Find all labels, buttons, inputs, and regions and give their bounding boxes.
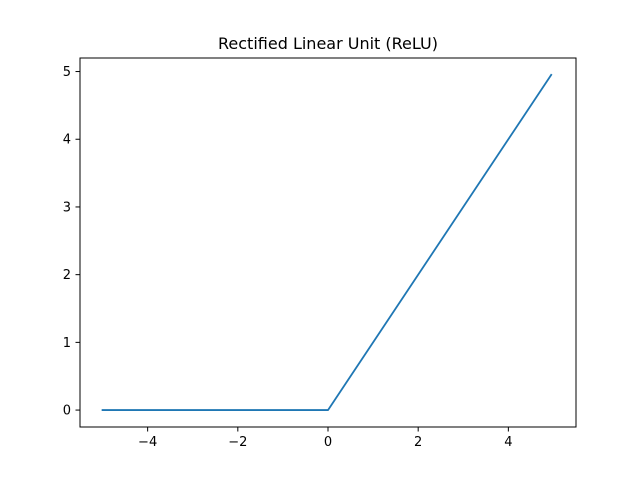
- x-tick-label: −4: [138, 435, 157, 450]
- x-tick-label: −2: [228, 435, 247, 450]
- y-tick-label: 5: [63, 65, 71, 80]
- x-axis: −4 −2 0 2 4: [138, 427, 513, 450]
- series-line-0: [101, 73, 553, 411]
- x-tick-label: 4: [504, 435, 512, 450]
- y-axis: 0 1 2 3 4 5: [63, 65, 80, 419]
- y-tick-label: 2: [63, 268, 71, 283]
- y-tick-label: 4: [63, 133, 71, 148]
- x-tick-label: 2: [414, 435, 422, 450]
- y-tick-label: 3: [63, 200, 71, 215]
- plot-area: [101, 73, 553, 411]
- y-tick-label: 1: [63, 336, 71, 351]
- chart-title: Rectified Linear Unit (ReLU): [218, 34, 438, 53]
- x-tick-label: 0: [324, 435, 332, 450]
- y-tick-label: 0: [63, 404, 71, 419]
